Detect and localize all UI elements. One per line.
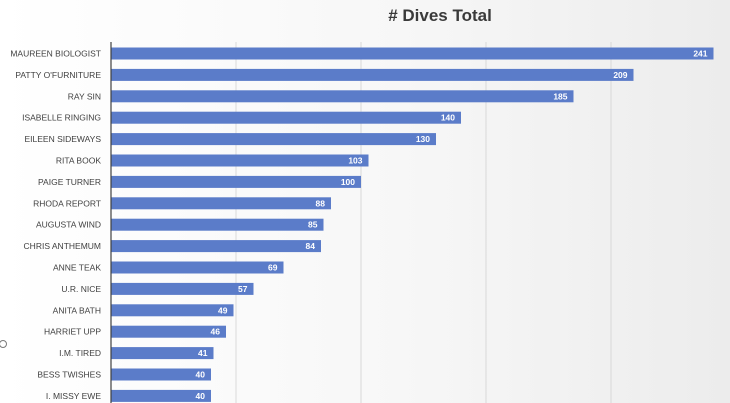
category-label: ISABELLE RINGING: [22, 113, 101, 123]
bar: [111, 368, 211, 381]
category-label: ANNE TEAK: [53, 263, 101, 273]
bar: [111, 68, 634, 81]
data-label: 57: [238, 284, 248, 294]
data-label: 140: [441, 113, 455, 123]
bar: [111, 261, 284, 274]
bar: [111, 240, 321, 253]
category-label: I. MISSY EWE: [46, 391, 101, 401]
resize-handle: [0, 340, 7, 348]
category-label: MAUREEN BIOLOGIST: [10, 49, 101, 59]
data-label: 49: [218, 305, 228, 315]
bar: [111, 90, 574, 103]
data-label: 85: [308, 220, 318, 230]
bar: [111, 111, 461, 124]
category-label: ANITA BATH: [53, 305, 101, 315]
data-label: 40: [196, 391, 206, 401]
category-label: PATTY O'FURNITURE: [15, 70, 101, 80]
category-label: EILEEN SIDEWAYS: [24, 134, 101, 144]
data-label: 40: [196, 370, 206, 380]
data-label: 69: [268, 263, 278, 273]
data-label: 209: [613, 70, 627, 80]
data-label: 130: [416, 134, 430, 144]
chart-title: # Dives Total: [388, 6, 492, 25]
bar: [111, 304, 234, 317]
data-label: 100: [341, 177, 355, 187]
bar: [111, 154, 369, 167]
bar: [111, 389, 211, 402]
bar: [111, 325, 226, 338]
category-label: RITA BOOK: [56, 156, 102, 166]
bar: [111, 347, 214, 360]
data-label: 46: [211, 327, 221, 337]
data-label: 241: [693, 49, 707, 59]
data-label: 88: [316, 198, 326, 208]
category-label: RAY SIN: [68, 91, 101, 101]
bar: [111, 47, 714, 60]
category-label: HARRIET UPP: [44, 327, 101, 337]
category-label: CHRIS ANTHEMUM: [24, 241, 101, 251]
bar: [111, 133, 436, 146]
data-label: 41: [198, 348, 208, 358]
bar: [111, 218, 324, 231]
category-label: AUGUSTA WIND: [36, 220, 101, 230]
data-label: 103: [348, 156, 362, 166]
bar: [111, 175, 361, 188]
category-label: I.M. TIRED: [59, 348, 101, 358]
bar: [111, 197, 331, 210]
data-label: 84: [306, 241, 316, 251]
data-label: 185: [553, 91, 567, 101]
category-label: U.R. NICE: [61, 284, 101, 294]
category-label: PAIGE TURNER: [38, 177, 101, 187]
bar: [111, 282, 254, 295]
category-label: RHODA REPORT: [33, 198, 101, 208]
category-label: BESS TWISHES: [37, 370, 101, 380]
